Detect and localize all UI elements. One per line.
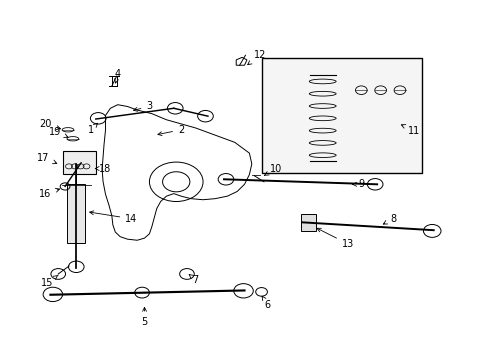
Text: 3: 3 [133,102,152,112]
Text: 15: 15 [41,275,58,288]
Text: 13: 13 [316,228,353,249]
Text: 8: 8 [383,214,395,224]
Text: 4: 4 [114,69,121,83]
Text: 17: 17 [38,153,57,164]
Bar [261,58,422,173]
Text: 5: 5 [141,307,147,327]
Text: 14: 14 [89,211,137,224]
Text: 6: 6 [262,296,270,310]
Text: 16: 16 [40,188,60,199]
Bar [63,151,96,174]
Text: 10: 10 [264,163,282,175]
Text: 18: 18 [95,163,111,174]
Text: 2: 2 [158,125,184,136]
Text: 20: 20 [40,120,61,130]
Text: 12: 12 [247,50,266,65]
Text: 1: 1 [88,123,97,135]
Text: 7: 7 [189,275,199,285]
Text: 11: 11 [401,125,420,135]
Bar [300,214,316,231]
Text: 19: 19 [49,127,68,138]
Bar [67,184,85,243]
Text: 9: 9 [352,179,364,189]
